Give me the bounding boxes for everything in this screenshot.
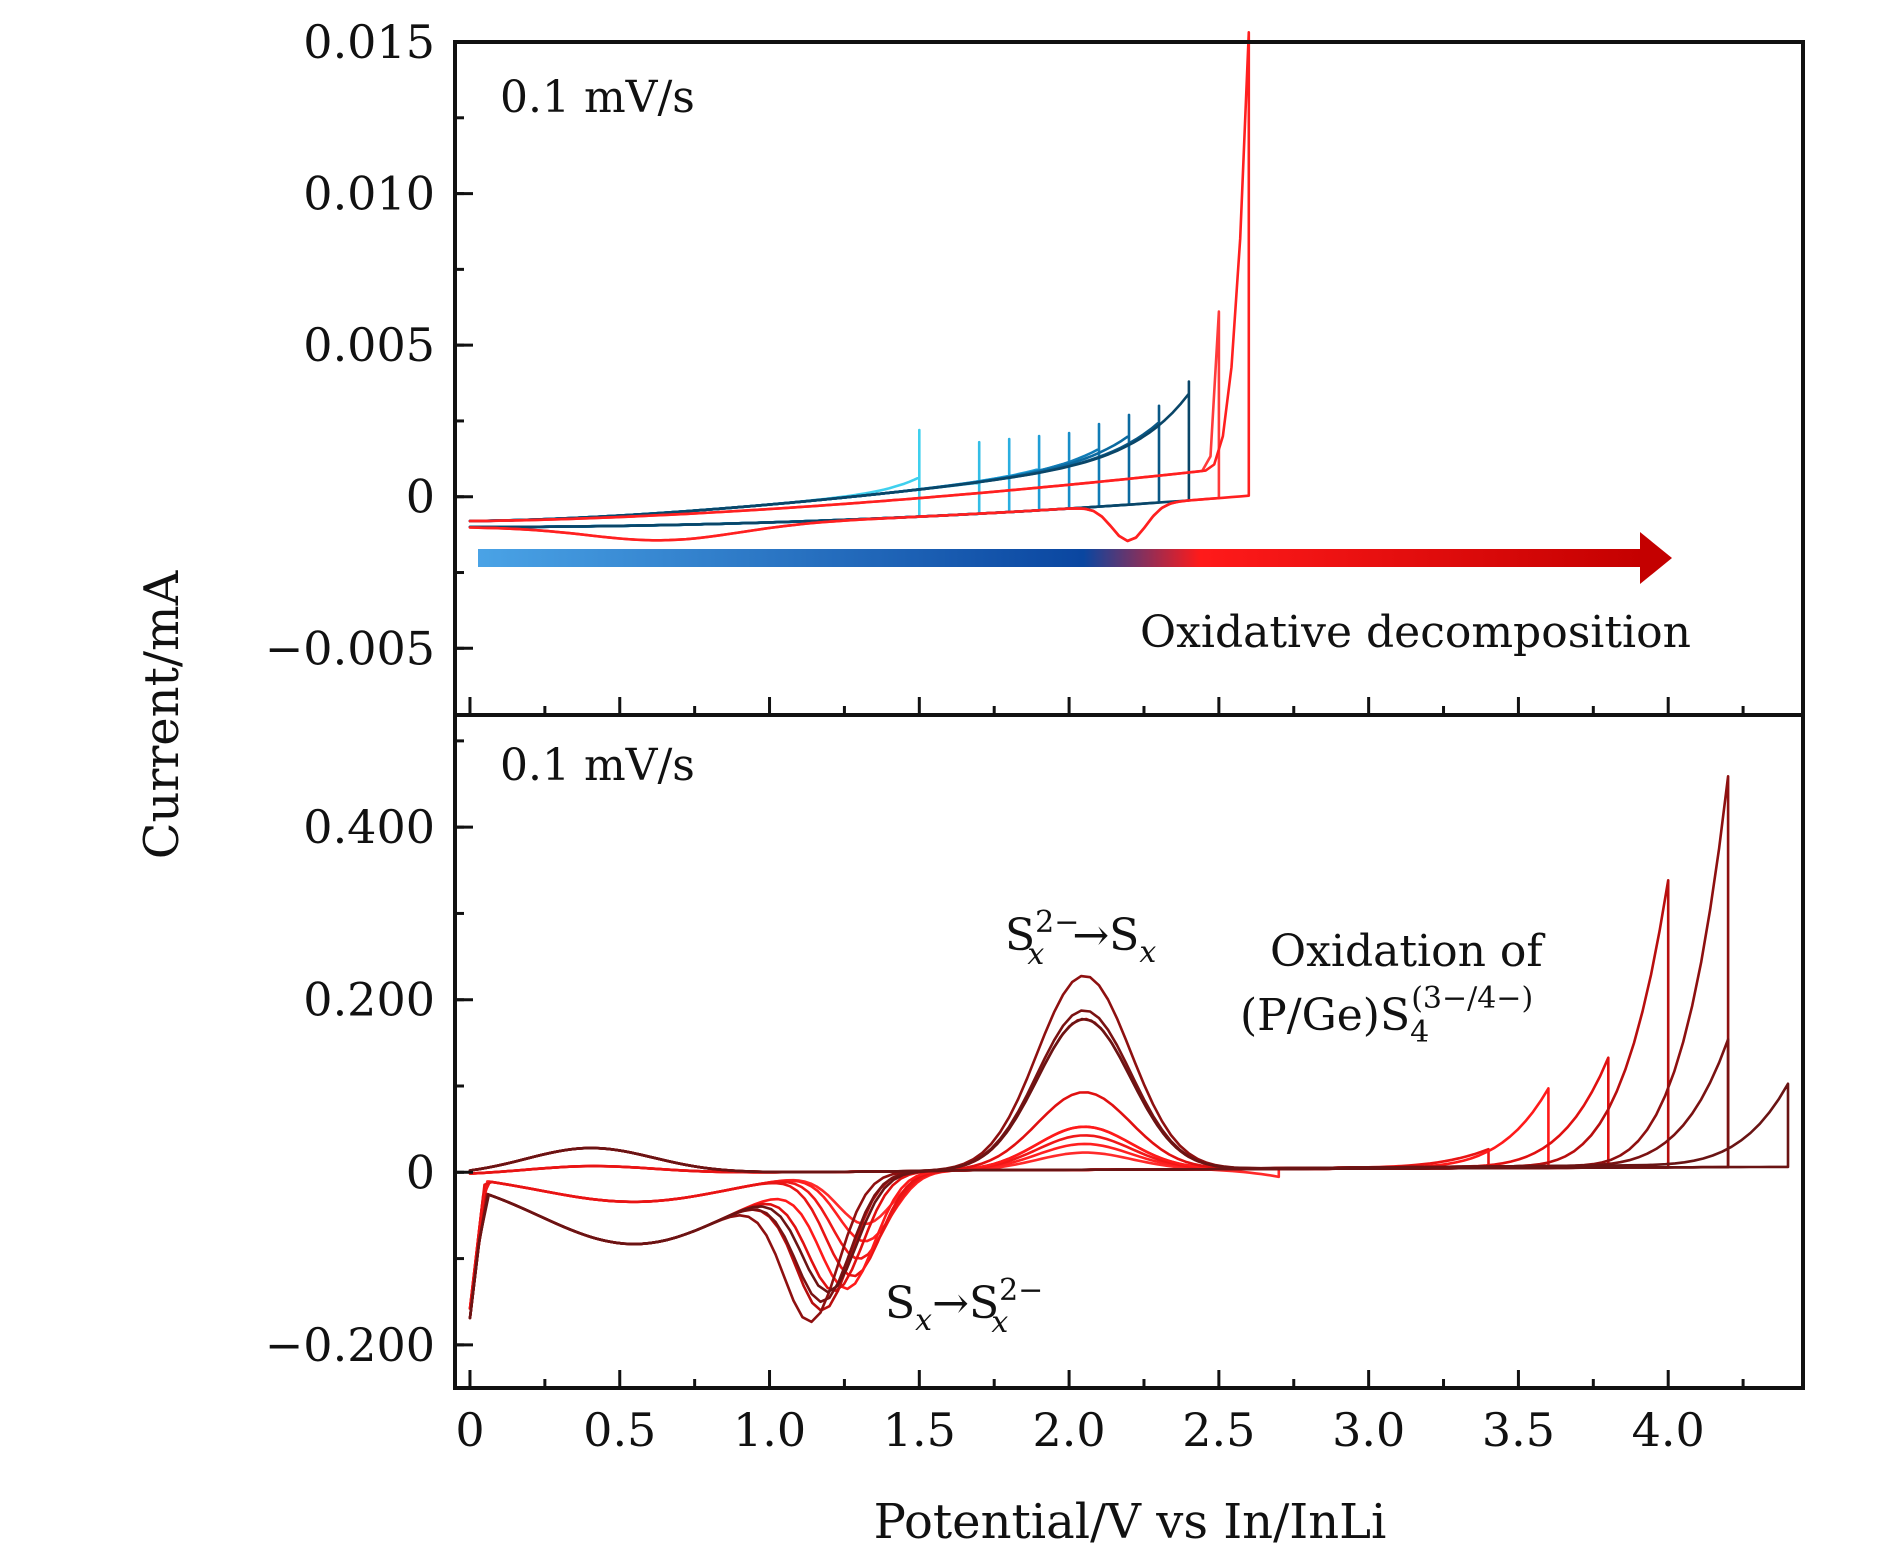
x-tick-label: 3.0 [1332, 1403, 1405, 1457]
ox-sub2: x [1139, 935, 1156, 970]
y-axis-title: Current/mA [134, 569, 190, 859]
red-sub: x [915, 1303, 932, 1338]
bottom-cv-curve [468, 775, 1730, 1324]
red-sub2: x [991, 1305, 1008, 1340]
top-y-tick-label: 0.010 [303, 167, 435, 221]
top-cv-curve [468, 30, 1251, 543]
top-y-tick-label: 0 [406, 470, 435, 524]
ox-arrow: →S [1072, 910, 1139, 961]
top-cv-curve [468, 380, 1191, 529]
top-y-tick-label: −0.005 [265, 621, 435, 675]
oxidation-of-label: Oxidation of [1270, 926, 1545, 977]
x-tick-label: 2.0 [1033, 1403, 1106, 1457]
bottom-curves [468, 775, 1790, 1324]
x-tick-label: 1.0 [733, 1403, 806, 1457]
ox-sup: 2− [1035, 905, 1079, 940]
top-panel: 0.015 0.010 0.005 0 −0.005 0.1 mV/s Oxidativ… [265, 15, 1805, 717]
bottom-y-tick-label: 0 [406, 1145, 435, 1199]
red-arrow: →S [932, 1278, 999, 1329]
thio-sub: 4 [1410, 1015, 1429, 1050]
top-scan-rate-label: 0.1 mV/s [500, 72, 695, 123]
top-axis-ticks: 0.015 0.010 0.005 0 −0.005 [265, 15, 1745, 715]
top-cv-curve [468, 437, 1011, 529]
red-sup: 2− [999, 1273, 1043, 1308]
bottom-axis-ticks: 0 0.5 1.0 1.5 2.0 2.5 3.0 3.5 4.0 0.400 0.200 0 −0.2… [265, 739, 1745, 1457]
x-tick-label: 3.5 [1482, 1403, 1555, 1457]
top-cv-curve [468, 434, 1041, 529]
top-y-tick-label: 0.015 [303, 15, 435, 69]
bottom-plot-frame [453, 713, 1805, 1390]
bottom-y-tick-label: 0.400 [303, 800, 435, 854]
top-curves [468, 30, 1251, 543]
bottom-y-tick-label: 0.200 [303, 973, 435, 1027]
oxidative-decomposition-arrow [478, 532, 1672, 584]
x-axis-title: Potential/V vs In/InLi [874, 1494, 1387, 1550]
x-tick-label: 1.5 [883, 1403, 956, 1457]
bottom-panel: 0 0.5 1.0 1.5 2.0 2.5 3.0 3.5 4.0 0.400 0.200 0 −0.2… [265, 713, 1805, 1457]
bottom-cv-curve [468, 1017, 1790, 1320]
thiophosphate-label: (P/Ge)S4(3−/4−) [1240, 981, 1533, 1050]
arrow-shaft [478, 549, 1643, 567]
arrow-head [1640, 532, 1672, 584]
x-tick-label: 0 [455, 1403, 484, 1457]
red-s: S [885, 1278, 915, 1329]
arrow-label: Oxidative decomposition [1140, 607, 1691, 658]
ox-sub: x [1027, 937, 1044, 972]
x-tick-label: 4.0 [1632, 1403, 1705, 1457]
ox-s: S [1005, 910, 1035, 961]
bottom-cv-curve [468, 1151, 1281, 1310]
bottom-y-tick-label: −0.200 [265, 1318, 435, 1372]
sulfur-reduction-annotation: Sx→S2− x [885, 1273, 1043, 1340]
thio-main: (P/Ge)S [1240, 990, 1410, 1041]
sulfur-oxidation-annotation: S2− x →Sx [1005, 905, 1156, 972]
x-tick-label: 2.5 [1182, 1403, 1255, 1457]
bottom-scan-rate-label: 0.1 mV/s [500, 740, 695, 791]
top-y-tick-label: 0.005 [303, 318, 435, 372]
x-tick-label: 0.5 [583, 1403, 656, 1457]
thio-sup: (3−/4−) [1411, 981, 1533, 1016]
